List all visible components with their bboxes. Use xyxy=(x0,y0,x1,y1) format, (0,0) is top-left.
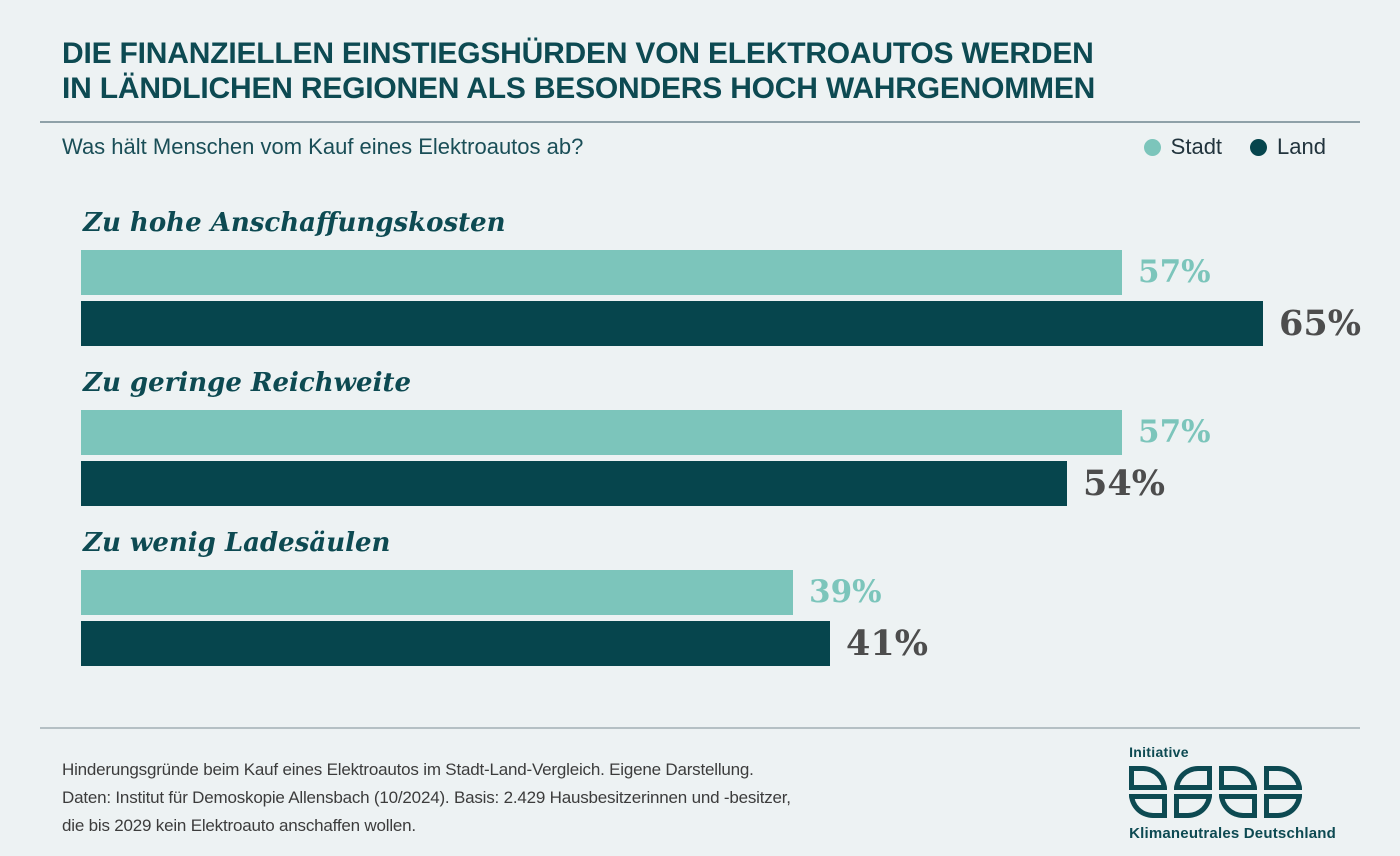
land-value-label: 65% xyxy=(1279,303,1361,344)
legend-item-stadt: Stadt xyxy=(1143,134,1223,160)
page-title-line2: IN LÄNDLICHEN REGIONEN ALS BESONDERS HOC… xyxy=(62,72,1096,105)
logo-unit xyxy=(1129,766,1168,818)
stadt-bar xyxy=(81,570,793,615)
chart-groups: Zu hohe Anschaffungskosten 57% 65% Zu gerin… xyxy=(81,206,1361,686)
source-note: Hinderungsgründe beim Kauf eines Elektro… xyxy=(62,756,791,840)
chart-group: Zu geringe Reichweite 57% 54% xyxy=(81,366,1361,506)
chart-group: Zu hohe Anschaffungskosten 57% 65% xyxy=(81,206,1361,346)
logo-unit xyxy=(1264,766,1303,818)
bar-row-stadt: 39% xyxy=(81,570,1361,615)
source-note-line3: die bis 2029 kein Elektroauto anschaffen… xyxy=(62,816,416,835)
stadt-bar xyxy=(81,410,1122,455)
bar-row-land: 65% xyxy=(81,301,1361,346)
bar-row-stadt: 57% xyxy=(81,410,1361,455)
brand-block: Initiative Klimaneutrales Deutschland xyxy=(1129,744,1336,842)
land-bar xyxy=(81,461,1067,506)
land-dot-icon xyxy=(1250,138,1268,156)
page-title: DIE FINANZIELLEN EINSTIEGSHÜRDEN VON ELE… xyxy=(62,36,1095,106)
bar-row-stadt: 57% xyxy=(81,250,1361,295)
legend-item-land: Land xyxy=(1250,134,1326,160)
brand-initiative-label: Initiative xyxy=(1129,744,1189,760)
source-note-line1: Hinderungsgründe beim Kauf eines Elektro… xyxy=(62,760,754,779)
category-label: Zu wenig Ladesäulen xyxy=(83,528,391,558)
bar-row-land: 41% xyxy=(81,621,1361,666)
category-label: Zu hohe Anschaffungskosten xyxy=(83,208,506,238)
knd-logo-icon xyxy=(1129,766,1336,818)
stadt-value-label: 57% xyxy=(1138,254,1211,290)
land-bar xyxy=(81,301,1264,346)
logo-unit xyxy=(1219,766,1258,818)
chart-group: Zu wenig Ladesäulen 39% 41% xyxy=(81,526,1361,666)
stadt-value-label: 39% xyxy=(809,574,882,610)
stadt-bar xyxy=(81,250,1122,295)
chart-question: Was hält Menschen vom Kauf eines Elektro… xyxy=(62,134,584,159)
source-note-line2: Daten: Institut für Demoskopie Allensbac… xyxy=(62,788,791,807)
legend-label-stadt: Stadt xyxy=(1170,134,1223,159)
land-bar xyxy=(81,621,830,666)
header-divider xyxy=(40,121,1360,123)
land-value-label: 54% xyxy=(1083,463,1165,504)
stadt-dot-icon xyxy=(1143,138,1161,156)
bar-row-land: 54% xyxy=(81,461,1361,506)
category-label: Zu geringe Reichweite xyxy=(83,368,412,398)
footer-divider xyxy=(40,727,1360,729)
stadt-value-label: 57% xyxy=(1138,414,1211,450)
logo-unit xyxy=(1174,766,1213,818)
brand-klimaneutrales-label: Klimaneutrales Deutschland xyxy=(1129,825,1336,842)
legend-label-land: Land xyxy=(1277,134,1326,159)
legend: Stadt Land xyxy=(1143,134,1326,160)
land-value-label: 41% xyxy=(846,623,928,664)
page-title-line1: DIE FINANZIELLEN EINSTIEGSHÜRDEN VON ELE… xyxy=(62,37,1094,70)
